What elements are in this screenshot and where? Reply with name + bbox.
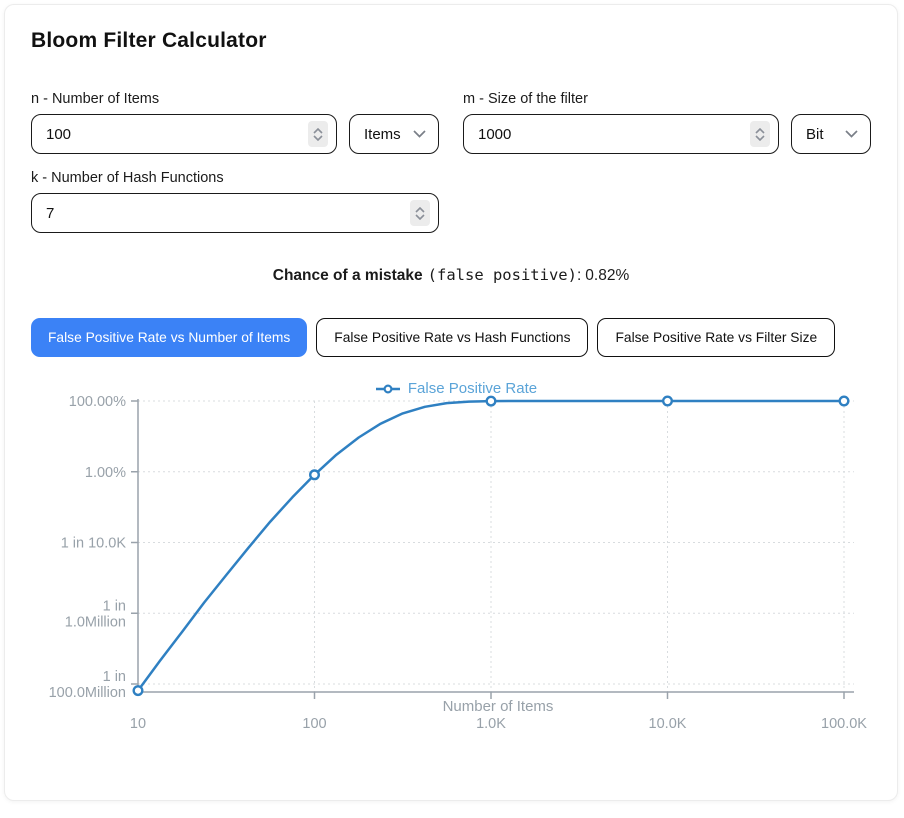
stepper-up-icon[interactable] xyxy=(313,127,323,134)
svg-text:1.0Million: 1.0Million xyxy=(65,614,126,630)
svg-text:1 in: 1 in xyxy=(103,598,126,614)
svg-text:1 in 10.0K: 1 in 10.0K xyxy=(61,536,127,552)
k-input[interactable] xyxy=(32,194,438,232)
result-line: Chance of a mistake (false positive): 0.82… xyxy=(31,266,871,285)
m-input[interactable] xyxy=(464,115,778,153)
field-n: n - Number of Items Items xyxy=(31,91,439,154)
m-unit-select[interactable]: Bit xyxy=(791,114,871,154)
tab-fpr-vs-filter-size[interactable]: False Positive Rate vs Filter Size xyxy=(597,318,836,357)
field-n-label: n - Number of Items xyxy=(31,91,160,107)
n-stepper[interactable] xyxy=(308,121,328,147)
form: n - Number of Items Items xyxy=(31,91,871,233)
field-m: m - Size of the filter Bit xyxy=(463,91,871,154)
k-input-wrap xyxy=(31,193,439,233)
stepper-up-icon[interactable] xyxy=(415,206,425,213)
svg-text:10: 10 xyxy=(130,716,146,732)
result-value: 0.82% xyxy=(585,267,630,284)
n-unit-value: Items xyxy=(364,125,401,143)
field-m-label: m - Size of the filter xyxy=(463,91,588,107)
svg-text:1 in: 1 in xyxy=(103,669,126,685)
result-separator: : xyxy=(576,267,582,284)
svg-text:100.0Million: 100.0Million xyxy=(49,685,126,701)
calculator-card: Bloom Filter Calculator n - Number of It… xyxy=(4,4,898,801)
n-input-wrap xyxy=(31,114,337,154)
svg-text:10.0K: 10.0K xyxy=(649,716,687,732)
stepper-down-icon[interactable] xyxy=(415,213,425,220)
k-stepper[interactable] xyxy=(410,200,430,226)
chart-section: False Positive Rate 100.00% 1.00% 1 in 10.… xyxy=(31,379,871,749)
svg-text:100: 100 xyxy=(302,716,326,732)
stepper-down-icon[interactable] xyxy=(313,134,323,141)
page-title: Bloom Filter Calculator xyxy=(31,29,267,52)
svg-text:100.00%: 100.00% xyxy=(69,394,126,410)
tab-fpr-vs-hash-functions[interactable]: False Positive Rate vs Hash Functions xyxy=(316,318,589,357)
tab-fpr-vs-items[interactable]: False Positive Rate vs Number of Items xyxy=(31,318,308,357)
chevron-down-icon xyxy=(845,130,858,138)
svg-text:100.0K: 100.0K xyxy=(821,716,867,732)
field-k-label: k - Number of Hash Functions xyxy=(31,170,224,186)
tab-bar: False Positive Rate vs Number of Items F… xyxy=(31,318,871,357)
m-input-wrap xyxy=(463,114,779,154)
stepper-down-icon[interactable] xyxy=(755,134,765,141)
svg-text:Number of Items: Number of Items xyxy=(443,698,554,715)
svg-text:1.0K: 1.0K xyxy=(476,716,506,732)
m-unit-value: Bit xyxy=(806,125,824,143)
svg-text:1.00%: 1.00% xyxy=(85,465,126,481)
stepper-up-icon[interactable] xyxy=(755,127,765,134)
n-unit-select[interactable]: Items xyxy=(349,114,439,154)
m-stepper[interactable] xyxy=(750,121,770,147)
field-k: k - Number of Hash Functions xyxy=(31,170,439,233)
chevron-down-icon xyxy=(413,130,426,138)
result-label-bold: Chance of a mistake xyxy=(272,267,423,284)
n-input[interactable] xyxy=(32,115,336,153)
result-label-mono: (false positive) xyxy=(427,266,577,284)
